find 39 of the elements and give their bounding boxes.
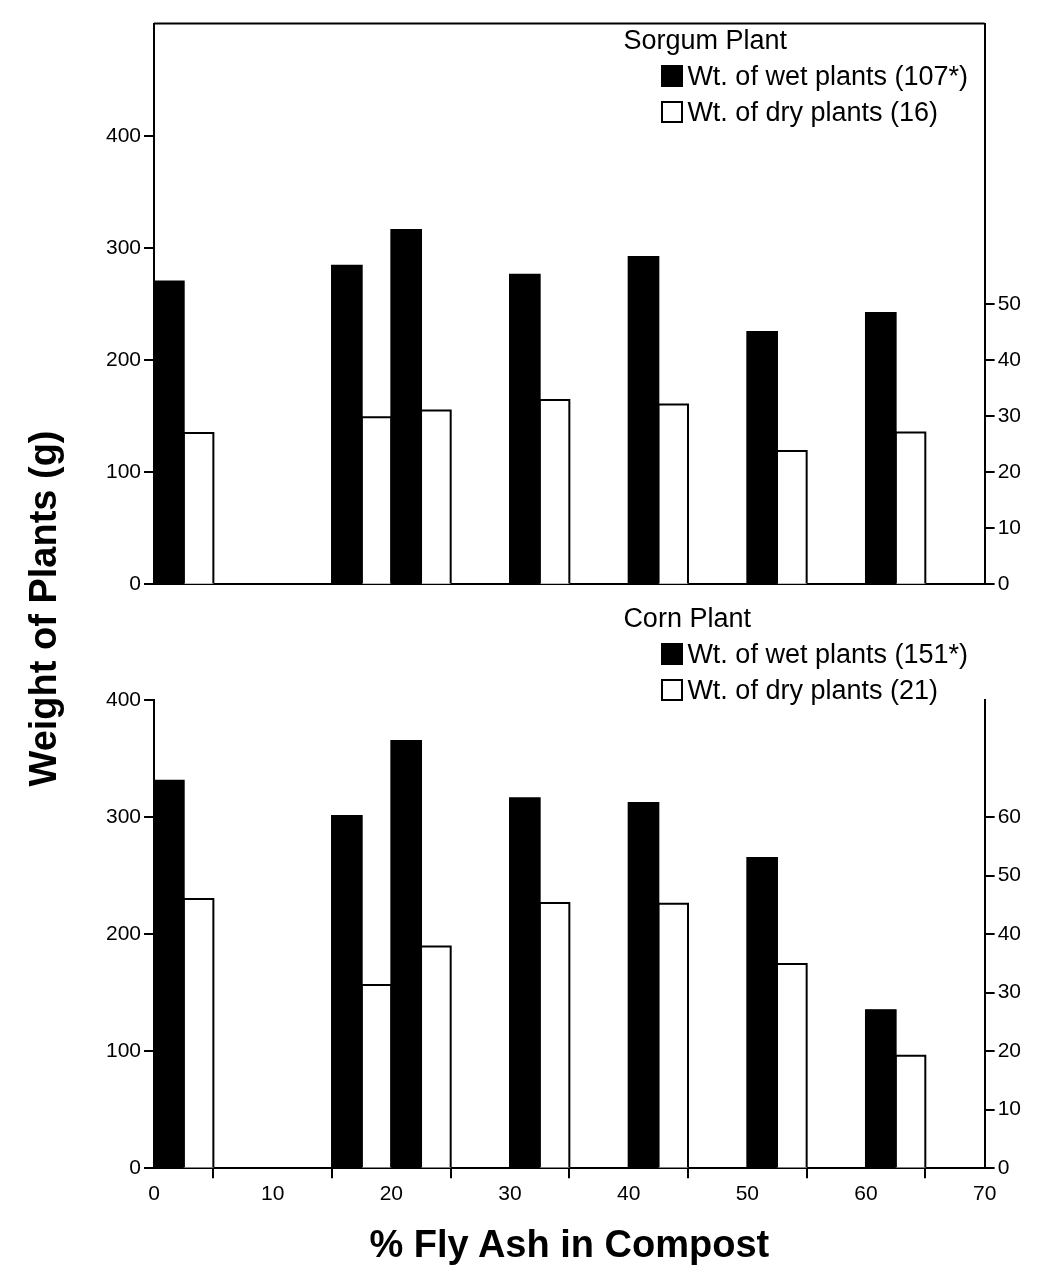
x-tick-label: 60 [854, 1180, 878, 1204]
y-tick-label: 0 [129, 1155, 142, 1178]
x-tick-label: 30 [498, 1180, 522, 1204]
y2-tick-label: 50 [997, 290, 1021, 314]
x-tick-label: 10 [261, 1180, 285, 1204]
y2-tick-label: 30 [997, 402, 1021, 426]
legend-label: Wt. of dry plants (16) [687, 96, 938, 129]
y-axis-title: Weight of Plants (g) [21, 429, 65, 787]
y2-tick-label: 0 [997, 1155, 1010, 1178]
y-tick-label: 300 [105, 803, 142, 827]
y-tick-label: 300 [105, 234, 142, 258]
x-axis-title: % Fly Ash in Compost [369, 1222, 770, 1265]
x-tick-label: 20 [379, 1180, 404, 1204]
y-tick-label: 200 [105, 346, 142, 370]
y2-tick-label: 40 [997, 920, 1021, 944]
chart-title: Sorgum Plant [623, 24, 788, 57]
chart-title: Corn Plant [623, 602, 752, 635]
x-tick-label: 50 [735, 1180, 760, 1204]
y2-tick-label: 30 [997, 979, 1021, 1003]
y-tick-label: 200 [105, 920, 142, 944]
y-tick-label: 400 [105, 686, 142, 710]
x-tick-label: 0 [148, 1180, 160, 1204]
y2-tick-label: 20 [997, 1037, 1021, 1061]
y-tick-label: 100 [105, 1037, 142, 1061]
y-tick-label: 400 [105, 122, 142, 146]
legend-label: Wt. of wet plants (151*) [687, 638, 968, 671]
y-tick-label: 100 [105, 459, 142, 483]
x-tick-label: 70 [972, 1180, 997, 1204]
legend-label: Wt. of dry plants (21) [687, 674, 938, 707]
legend-label: Wt. of wet plants (107*) [687, 60, 968, 93]
x-tick-label: 40 [616, 1180, 641, 1204]
y2-tick-label: 50 [997, 862, 1021, 886]
y-tick-label: 0 [129, 571, 142, 595]
y2-tick-label: 60 [997, 803, 1021, 827]
y2-tick-label: 0 [997, 571, 1010, 595]
y2-tick-label: 40 [997, 346, 1021, 370]
y2-tick-label: 10 [997, 1096, 1021, 1120]
y2-tick-label: 20 [997, 459, 1021, 483]
y2-tick-label: 10 [997, 515, 1021, 539]
